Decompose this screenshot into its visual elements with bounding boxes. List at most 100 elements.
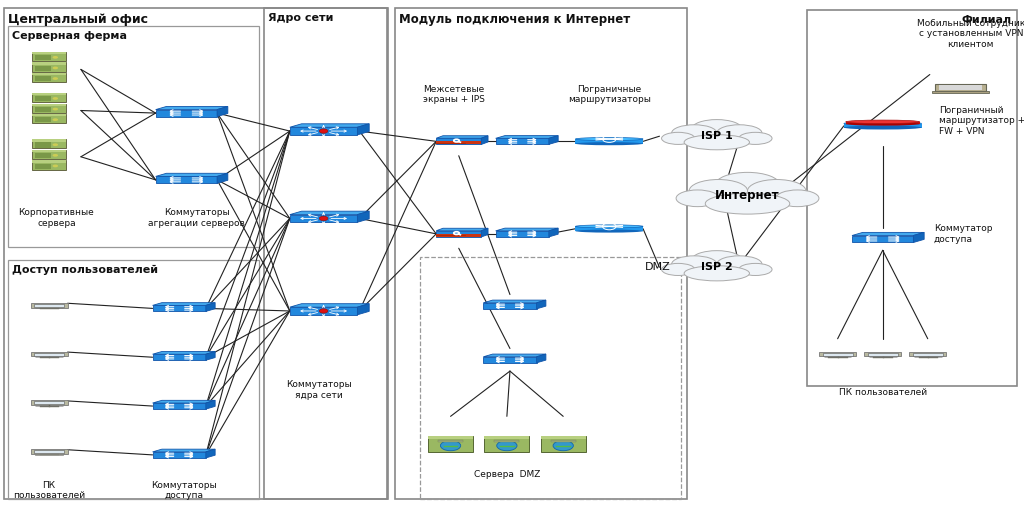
Ellipse shape (738, 132, 772, 144)
Polygon shape (483, 303, 537, 309)
Bar (33, 160, 66, 170)
Polygon shape (852, 232, 924, 235)
Text: ISP 1: ISP 1 (700, 131, 733, 141)
Bar (935, 84, 986, 91)
Polygon shape (156, 173, 227, 176)
Ellipse shape (776, 190, 819, 207)
Polygon shape (290, 304, 370, 307)
Circle shape (52, 67, 58, 69)
Ellipse shape (692, 120, 741, 138)
Text: Межсетевые
экраны + IPS: Межсетевые экраны + IPS (423, 85, 484, 104)
Bar (575, 139, 643, 144)
Text: Модуль подключения к Интернет: Модуль подключения к Интернет (399, 13, 631, 26)
Polygon shape (436, 138, 481, 144)
Bar (33, 52, 66, 61)
Text: ISP 2: ISP 2 (700, 262, 733, 272)
Bar (31, 352, 68, 356)
Ellipse shape (689, 179, 748, 202)
Polygon shape (913, 232, 924, 243)
Bar (35, 76, 51, 81)
Polygon shape (357, 211, 370, 222)
Polygon shape (206, 449, 215, 458)
Polygon shape (206, 303, 215, 311)
Bar (495, 440, 519, 441)
Text: Интернет: Интернет (715, 189, 780, 202)
Polygon shape (481, 136, 488, 144)
Bar (428, 436, 473, 439)
Polygon shape (217, 173, 227, 183)
Polygon shape (496, 136, 558, 138)
Bar (484, 436, 529, 452)
Polygon shape (537, 300, 546, 309)
Polygon shape (290, 307, 357, 315)
Text: Коммутаторы
ядра сети: Коммутаторы ядра сети (286, 380, 351, 400)
Circle shape (440, 440, 461, 451)
Ellipse shape (692, 251, 741, 269)
Polygon shape (153, 354, 206, 360)
Bar (575, 226, 643, 231)
Bar (484, 436, 529, 439)
Polygon shape (153, 303, 215, 305)
Polygon shape (217, 106, 227, 117)
Text: Мобильный сотрудник
с установленным VPN
клиентом: Мобильный сотрудник с установленным VPN … (916, 19, 1024, 49)
Polygon shape (436, 231, 481, 237)
Bar (35, 96, 51, 101)
Bar (939, 85, 982, 90)
Bar (33, 114, 66, 117)
Polygon shape (290, 215, 357, 222)
Ellipse shape (662, 132, 695, 144)
Polygon shape (483, 300, 546, 303)
Text: DMZ: DMZ (645, 262, 671, 272)
Bar (35, 117, 51, 122)
Circle shape (52, 118, 58, 121)
Bar (33, 150, 66, 159)
Circle shape (319, 129, 328, 133)
Polygon shape (549, 136, 558, 144)
Ellipse shape (748, 179, 806, 202)
Bar (33, 52, 66, 54)
Bar (33, 93, 66, 102)
Bar (846, 122, 920, 124)
Bar (34, 304, 65, 307)
Polygon shape (496, 138, 549, 144)
Polygon shape (549, 228, 558, 237)
Circle shape (319, 216, 328, 221)
Bar (34, 401, 65, 405)
Bar (436, 141, 481, 144)
Polygon shape (496, 228, 558, 231)
Polygon shape (496, 231, 549, 237)
Ellipse shape (575, 142, 643, 145)
Ellipse shape (738, 263, 772, 276)
Bar (33, 150, 66, 152)
Bar (33, 160, 66, 163)
Bar (264, 8, 387, 499)
Bar (35, 66, 51, 71)
Bar (31, 400, 68, 405)
Bar (932, 91, 989, 94)
Bar (807, 10, 1017, 385)
Bar (551, 440, 575, 441)
Text: Ядро сети: Ядро сети (268, 13, 334, 23)
Bar (33, 62, 66, 71)
Bar (4, 8, 388, 499)
Bar (436, 233, 481, 237)
Circle shape (52, 143, 58, 146)
Text: Сервера  DMZ: Сервера DMZ (474, 470, 540, 480)
Ellipse shape (844, 125, 922, 130)
Ellipse shape (706, 193, 790, 214)
Text: Коммутатор
доступа: Коммутатор доступа (934, 224, 992, 244)
Bar (8, 26, 259, 247)
Ellipse shape (672, 256, 717, 272)
Polygon shape (290, 124, 370, 127)
Bar (551, 442, 575, 443)
Text: Серверная ферма: Серверная ферма (12, 31, 127, 41)
Text: Корпоративные
сервера: Корпоративные сервера (18, 208, 94, 228)
Polygon shape (290, 211, 370, 215)
Ellipse shape (575, 137, 643, 140)
Polygon shape (483, 357, 537, 363)
Bar (33, 114, 66, 123)
Polygon shape (436, 136, 488, 138)
Bar (31, 303, 68, 307)
Ellipse shape (684, 266, 750, 281)
Ellipse shape (846, 122, 920, 125)
